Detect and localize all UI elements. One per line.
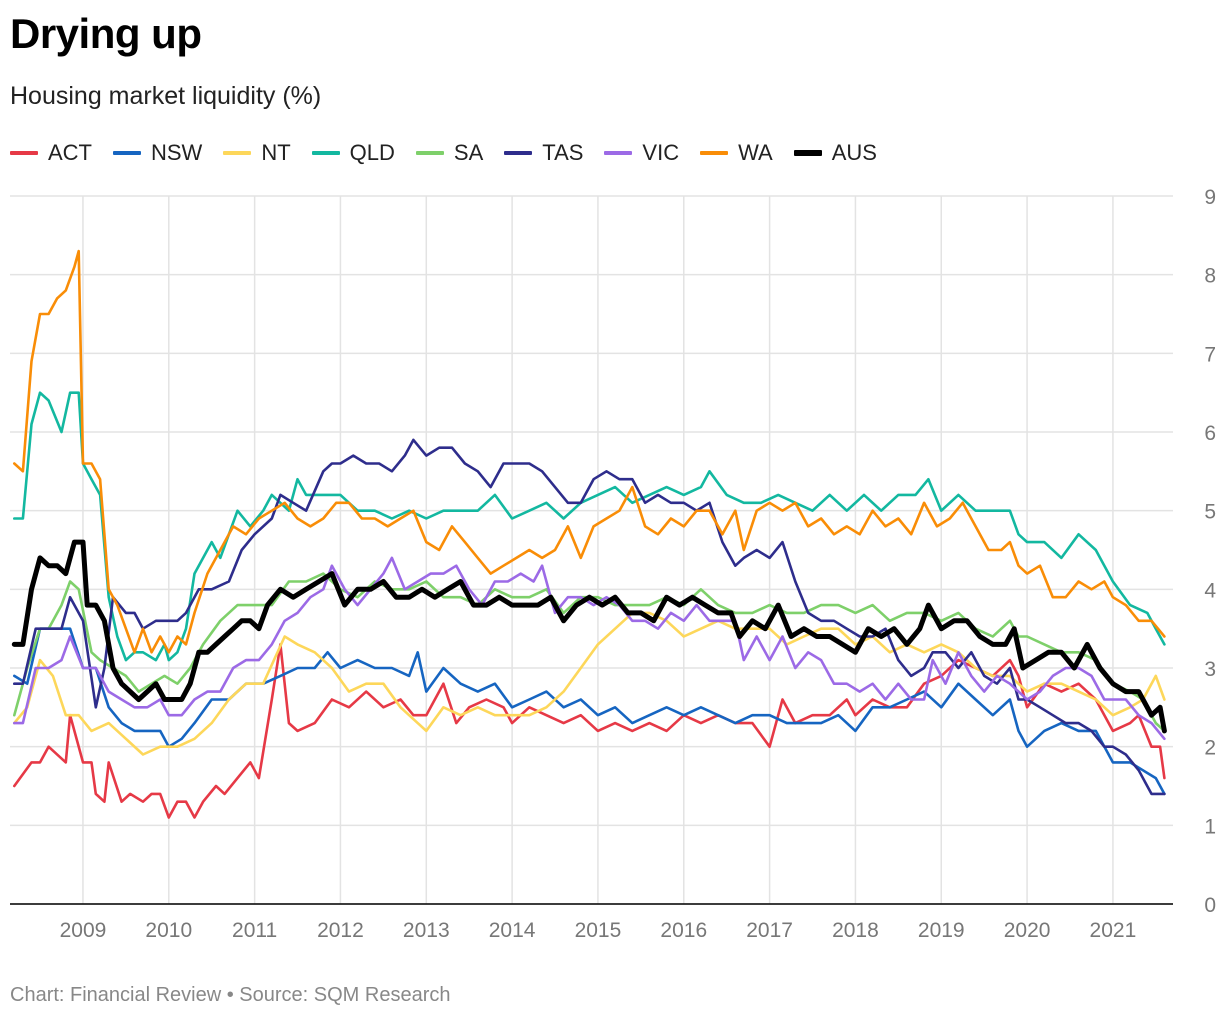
legend-item-sa: SA <box>415 140 484 166</box>
y-tick-label: 1 <box>1204 815 1216 838</box>
y-tick-label: 6 <box>1204 422 1216 445</box>
series-line-qld <box>13 391 1166 662</box>
chart-title: Drying up <box>10 10 202 57</box>
legend-item-wa: WA <box>700 140 773 166</box>
x-axis-ticks: 2009 2010 2011 2012 2013 2014 2015 2016 2017 2018… <box>60 919 1137 942</box>
y-tick-label: 3 <box>1204 658 1216 681</box>
series-line-wa <box>13 249 1166 654</box>
legend-label: VIC <box>642 140 680 165</box>
legend-swatch <box>10 151 38 155</box>
chart-subtitle: Housing market liquidity (%) <box>10 82 322 110</box>
legend-swatch <box>700 151 729 155</box>
legend-item-vic: VIC <box>604 140 679 166</box>
legend-swatch <box>504 151 533 155</box>
x-tick-label: 2010 <box>145 919 192 942</box>
y-tick-label: 0 <box>1204 894 1216 917</box>
series-line-nsw <box>13 627 1166 796</box>
legend-swatch <box>113 151 141 155</box>
legend-item-tas: TAS <box>504 140 583 166</box>
x-tick-label: 2018 <box>832 919 879 942</box>
y-tick-label: 7 <box>1204 343 1216 366</box>
series-line-aus <box>11 539 1167 734</box>
legend-label: NT <box>261 140 291 165</box>
legend-item-nsw: NSW <box>113 140 202 166</box>
x-tick-label: 2019 <box>918 919 965 942</box>
legend-swatch <box>223 151 252 155</box>
x-tick-label: 2011 <box>232 919 277 942</box>
x-tick-label: 2021 <box>1090 919 1137 942</box>
legend-swatch <box>311 151 340 155</box>
x-tick-label: 2014 <box>489 919 536 942</box>
legend-label: WA <box>738 140 773 165</box>
legend-item-qld: QLD <box>311 140 395 166</box>
y-tick-label: 4 <box>1204 579 1216 602</box>
x-tick-label: 2015 <box>575 919 622 942</box>
y-tick-label: 5 <box>1204 501 1216 524</box>
legend-label: ACT <box>48 140 92 165</box>
legend-item-nt: NT <box>223 140 291 166</box>
y-tick-label: 2 <box>1204 737 1216 760</box>
x-tick-label: 2009 <box>60 919 107 942</box>
legend-label: TAS <box>542 140 584 165</box>
chart-source-footer: Chart: Financial Review • Source: SQM Re… <box>10 984 451 1006</box>
x-tick-label: 2012 <box>317 919 364 942</box>
legend-label: AUS <box>831 140 877 165</box>
series-line-sa <box>13 572 1166 733</box>
legend-swatch <box>604 151 633 155</box>
legend-label: SA <box>453 140 484 165</box>
y-tick-label: 8 <box>1204 265 1216 288</box>
legend-label: QLD <box>349 140 395 165</box>
chart-legend: ACT NSW NT QLD SA TAS VIC WA AUS <box>10 140 898 166</box>
y-axis-ticks: 0 1 2 3 4 5 6 7 8 9 <box>1204 186 1216 917</box>
legend-item-act: ACT <box>10 140 92 166</box>
series-line-vic <box>13 556 1166 741</box>
x-tick-label: 2013 <box>403 919 450 942</box>
gridlines <box>10 195 1173 905</box>
x-tick-label: 2016 <box>660 919 707 942</box>
legend-item-aus: AUS <box>793 140 877 166</box>
x-tick-label: 2020 <box>1004 919 1051 942</box>
y-tick-label: 9 <box>1204 186 1216 209</box>
legend-swatch <box>793 150 822 156</box>
series-lines <box>11 249 1167 819</box>
legend-label: NSW <box>151 140 203 165</box>
legend-swatch <box>415 151 444 155</box>
series-line-tas <box>13 438 1166 796</box>
x-tick-label: 2017 <box>746 919 793 942</box>
